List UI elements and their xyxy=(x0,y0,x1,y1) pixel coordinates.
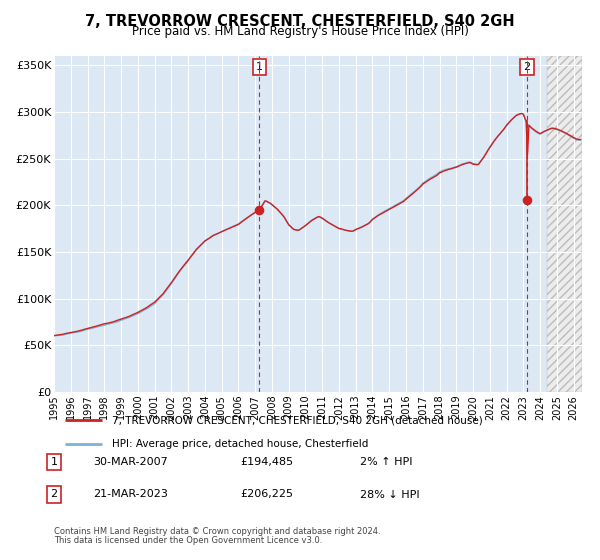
Text: £206,225: £206,225 xyxy=(240,489,293,500)
Text: 21-MAR-2023: 21-MAR-2023 xyxy=(93,489,168,500)
Bar xyxy=(54,56,547,392)
Text: 7, TREVORROW CRESCENT, CHESTERFIELD, S40 2GH (detached house): 7, TREVORROW CRESCENT, CHESTERFIELD, S40… xyxy=(112,415,483,425)
Text: 30-MAR-2007: 30-MAR-2007 xyxy=(93,457,168,467)
Point xyxy=(522,195,532,204)
Text: Price paid vs. HM Land Registry's House Price Index (HPI): Price paid vs. HM Land Registry's House … xyxy=(131,25,469,38)
Text: 1: 1 xyxy=(256,62,263,72)
Text: 2: 2 xyxy=(50,489,58,500)
Text: 2% ↑ HPI: 2% ↑ HPI xyxy=(360,457,413,467)
Text: Contains HM Land Registry data © Crown copyright and database right 2024.: Contains HM Land Registry data © Crown c… xyxy=(54,528,380,536)
Text: 7, TREVORROW CRESCENT, CHESTERFIELD, S40 2GH: 7, TREVORROW CRESCENT, CHESTERFIELD, S40… xyxy=(85,14,515,29)
Bar xyxy=(547,56,582,392)
Text: £194,485: £194,485 xyxy=(240,457,293,467)
Bar xyxy=(547,56,582,392)
Text: This data is licensed under the Open Government Licence v3.0.: This data is licensed under the Open Gov… xyxy=(54,536,322,545)
Text: 28% ↓ HPI: 28% ↓ HPI xyxy=(360,489,419,500)
Text: 1: 1 xyxy=(50,457,58,467)
Text: HPI: Average price, detached house, Chesterfield: HPI: Average price, detached house, Ches… xyxy=(112,439,368,449)
Point xyxy=(254,206,264,215)
Text: 2: 2 xyxy=(523,62,530,72)
